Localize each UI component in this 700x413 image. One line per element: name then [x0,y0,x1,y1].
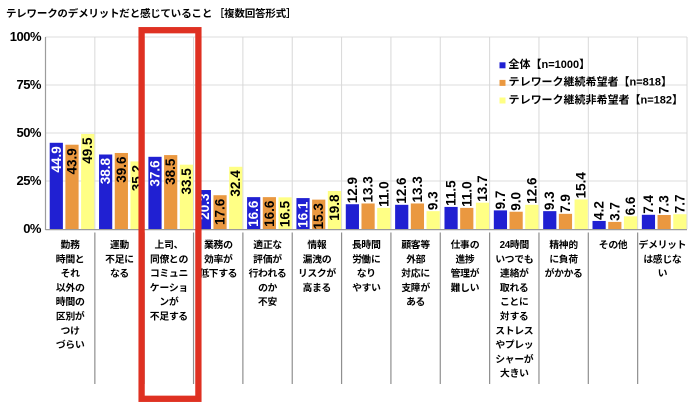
svg-text:100%: 100% [10,29,42,44]
svg-text:38.5: 38.5 [163,158,178,185]
svg-text:9.0: 9.0 [509,192,524,211]
svg-text:9.3: 9.3 [426,191,441,210]
svg-text:16.1: 16.1 [296,201,311,228]
svg-text:テレワーク継続非希望者【n=182】: テレワーク継続非希望者【n=182】 [509,93,684,106]
svg-text:3.7: 3.7 [607,202,622,221]
svg-text:16.6: 16.6 [262,200,277,227]
svg-text:19.8: 19.8 [327,194,342,221]
svg-text:7.7: 7.7 [672,194,687,213]
svg-text:13.3: 13.3 [361,176,376,203]
svg-text:15.4: 15.4 [574,172,589,199]
svg-text:39.6: 39.6 [114,156,129,183]
svg-text:勤務時間とそれ以外の時間の区別がつけづらい: 勤務時間とそれ以外の時間の区別がつけづらい [56,239,85,351]
svg-text:12.6: 12.6 [524,177,539,204]
svg-text:全体【n=1000】: 全体【n=1000】 [509,58,591,71]
svg-text:7.9: 7.9 [558,194,573,213]
svg-text:49.5: 49.5 [80,137,95,164]
svg-text:9.7: 9.7 [493,191,508,210]
svg-text:0%: 0% [23,221,42,236]
svg-text:50%: 50% [16,125,41,140]
svg-text:長時間労働になりやすい: 長時間労働になりやすい [352,240,381,294]
svg-text:75%: 75% [16,77,41,92]
svg-text:16.6: 16.6 [246,200,261,227]
svg-text:43.9: 43.9 [65,148,80,174]
svg-text:16.5: 16.5 [278,200,293,227]
svg-text:11.0: 11.0 [376,181,391,207]
svg-text:11.5: 11.5 [444,180,459,206]
svg-text:7.4: 7.4 [641,195,656,214]
svg-text:適正な評価が行われるのか不安: 適正な評価が行われるのか不安 [249,240,287,308]
svg-text:顧客等外部対応に支障がある: 顧客等外部対応に支障がある [401,239,430,308]
svg-text:テレワーク継続希望者【n=818】: テレワーク継続希望者【n=818】 [509,76,673,89]
svg-text:13.3: 13.3 [410,176,425,203]
svg-text:精神的に負荷がかかる: 精神的に負荷がかかる [545,239,583,280]
svg-text:38.8: 38.8 [98,158,113,185]
svg-text:情報漏洩のリスクが高まる: 情報漏洩のリスクが高まる [298,240,336,294]
svg-text:仕事の進捗管理が難しい: 仕事の進捗管理が難しい [451,239,480,294]
svg-text:17.6: 17.6 [213,198,228,225]
svg-text:33.5: 33.5 [179,168,194,195]
svg-text:デメリットは感じない: デメリットは感じない [639,239,686,280]
svg-text:44.9: 44.9 [49,146,64,172]
svg-text:13.7: 13.7 [475,175,490,201]
svg-text:32.4: 32.4 [228,170,243,197]
svg-text:37.6: 37.6 [147,160,162,187]
svg-text:12.9: 12.9 [345,177,360,203]
svg-text:業務の効率が低下する: 業務の効率が低下する [198,239,237,280]
svg-text:4.2: 4.2 [592,201,607,220]
svg-text:15.3: 15.3 [311,203,326,230]
svg-text:25%: 25% [16,173,41,188]
svg-text:運動不足になる: 運動不足になる [105,239,134,280]
svg-text:9.3: 9.3 [542,191,557,210]
svg-text:上司、同僚とのコミュニケーションが不足する: 上司、同僚とのコミュニケーションが不足する [150,240,188,323]
svg-text:11.0: 11.0 [459,181,474,207]
svg-text:その他: その他 [599,240,628,251]
svg-text:6.6: 6.6 [623,196,638,215]
svg-text:24時間いつでも連絡が取れることに対するストレスやプレッシャ: 24時間いつでも連絡が取れることに対するストレスやプレッシャーが大きい [495,240,533,380]
svg-text:12.6: 12.6 [394,177,409,204]
svg-text:7.3: 7.3 [657,195,672,214]
